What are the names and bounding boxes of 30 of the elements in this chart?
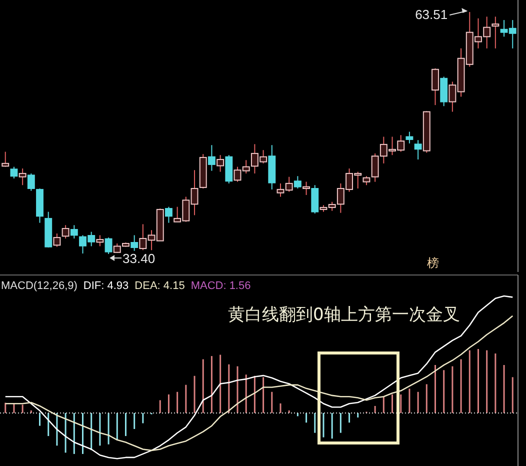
candlestick <box>2 151 10 168</box>
candlestick <box>70 224 78 239</box>
candlestick <box>165 206 172 224</box>
candlestick <box>432 68 439 106</box>
candlestick <box>104 237 112 254</box>
candlestick <box>311 184 319 214</box>
text: DIF: 4.93 <box>83 280 129 292</box>
candlestick <box>492 16 500 49</box>
candlestick <box>18 168 26 186</box>
candlestick <box>302 181 310 196</box>
candlestick <box>362 176 370 186</box>
candlestick <box>294 176 302 189</box>
candlestick <box>440 76 448 107</box>
text: 榜 <box>427 256 439 270</box>
candlestick <box>414 140 422 160</box>
text: MACD: 1.56 <box>190 280 251 292</box>
candlestick <box>406 131 414 144</box>
text: DEA: 4.15 <box>134 280 185 292</box>
candlestick <box>62 224 70 239</box>
chart-title: MACD(12,26,9) <box>1 280 78 292</box>
candlestick <box>53 233 61 248</box>
candlestick <box>208 144 216 172</box>
candlestick <box>130 234 138 252</box>
candlestick <box>96 234 104 247</box>
annotation: 黄白线翻到0轴上方第一次金叉 <box>228 305 460 325</box>
annotation: 33.40 <box>122 251 156 266</box>
candlestick <box>10 166 18 179</box>
annotation: 63.51 <box>415 7 448 22</box>
candlestick <box>216 154 224 172</box>
candlestick <box>27 172 35 192</box>
